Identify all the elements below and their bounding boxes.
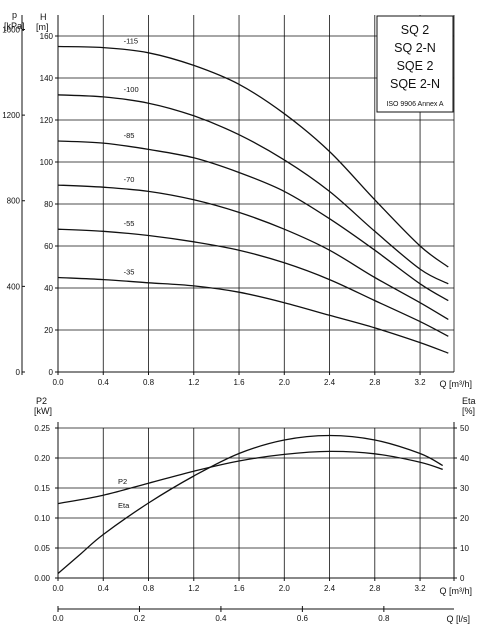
bottom-x-tick-label: 3.2 <box>414 584 426 593</box>
p2-tick-label: 0.00 <box>34 574 50 583</box>
bottom-x-tick-label: 0.8 <box>143 584 155 593</box>
h-axis-unit: [m] <box>36 22 49 32</box>
bottom-x-tick-label: 2.4 <box>324 584 336 593</box>
ls-axis-label: Q [l/s] <box>446 614 470 624</box>
model-name: SQ 2 <box>401 23 430 37</box>
bottom-x-tick-label: 1.2 <box>188 584 200 593</box>
top-x-tick-label: 2.0 <box>279 378 291 387</box>
ls-tick-label: 0.4 <box>215 614 227 623</box>
bottom-x-tick-label: 0.0 <box>52 584 64 593</box>
p2-axis-symbol: P2 <box>36 396 47 406</box>
bottom-x-tick-label: 2.0 <box>279 584 291 593</box>
p2-tick-label: 0.25 <box>34 424 50 433</box>
top-x-tick-label: 0.0 <box>52 378 64 387</box>
curve-label: -70 <box>124 175 135 184</box>
p2-tick-label: 0.15 <box>34 484 50 493</box>
top-x-tick-label: 2.4 <box>324 378 336 387</box>
bottom-x-tick-label: 0.4 <box>98 584 110 593</box>
p2-tick-label: 0.05 <box>34 544 50 553</box>
p2-tick-label: 0.10 <box>34 514 50 523</box>
eta-tick-label: 40 <box>460 454 469 463</box>
p-tick-label: 800 <box>7 197 21 206</box>
ls-tick-label: 0.6 <box>297 614 309 623</box>
h-tick-label: 140 <box>40 74 54 83</box>
eta-tick-label: 50 <box>460 424 469 433</box>
eta-tick-label: 30 <box>460 484 469 493</box>
p2-curve <box>57 450 443 505</box>
top-x-tick-label: 0.8 <box>143 378 155 387</box>
curve-label: -85 <box>124 131 135 140</box>
p-axis-unit: [kPa] <box>4 21 25 31</box>
head-curve <box>57 140 449 302</box>
curve-label: -100 <box>124 85 139 94</box>
p-tick-label: 1600 <box>2 25 20 34</box>
bottom-x-tick-label: 2.8 <box>369 584 381 593</box>
model-name: SQE 2 <box>397 59 434 73</box>
eta-curve <box>57 434 444 574</box>
curve-label: -55 <box>124 219 135 228</box>
bottom-x-tick-label: 1.6 <box>233 584 245 593</box>
h-axis-symbol: H <box>40 12 47 22</box>
head-curve <box>57 184 449 321</box>
eta-axis-unit: [%] <box>462 406 475 416</box>
h-tick-label: 20 <box>44 326 53 335</box>
ls-tick-label: 0.2 <box>134 614 146 623</box>
h-tick-label: 120 <box>40 116 54 125</box>
eta-axis-symbol: Eta <box>462 396 476 406</box>
top-x-tick-label: 3.2 <box>414 378 426 387</box>
ls-tick-label: 0.8 <box>378 614 390 623</box>
top-x-tick-label: 1.6 <box>233 378 245 387</box>
iso-note: ISO 9906 Annex A <box>386 101 444 108</box>
h-tick-label: 40 <box>44 284 53 293</box>
eta-tick-label: 20 <box>460 514 469 523</box>
eta-curve-label: Eta <box>118 501 130 510</box>
p-tick-label: 0 <box>16 368 21 377</box>
p2-tick-label: 0.20 <box>34 454 50 463</box>
head-curve <box>57 45 449 268</box>
p2-axis-unit: [kW] <box>34 406 52 416</box>
h-tick-label: 100 <box>40 158 54 167</box>
model-title-box <box>376 15 454 113</box>
h-tick-label: 80 <box>44 200 53 209</box>
model-name: SQ 2-N <box>394 41 436 55</box>
p-axis-symbol: p <box>12 10 17 20</box>
p-tick-label: 400 <box>7 282 21 291</box>
head-curve <box>57 276 449 354</box>
p-tick-label: 1200 <box>2 111 20 120</box>
head-curve <box>57 228 449 337</box>
curve-label: -35 <box>124 268 135 277</box>
head-curve <box>57 94 449 285</box>
h-tick-label: 0 <box>49 368 54 377</box>
eta-tick-label: 10 <box>460 544 469 553</box>
eta-tick-label: 0 <box>460 574 465 583</box>
top-x-tick-label: 0.4 <box>98 378 110 387</box>
h-tick-label: 60 <box>44 242 53 251</box>
p2-curve-label: P2 <box>118 477 127 486</box>
h-tick-label: 160 <box>40 32 54 41</box>
top-x-tick-label: 2.8 <box>369 378 381 387</box>
bottom-x-axis-label: Q [m³/h] <box>439 586 472 596</box>
curve-label: -115 <box>124 37 138 46</box>
top-x-axis-label: Q [m³/h] <box>439 379 472 389</box>
ls-tick-label: 0.0 <box>52 614 64 623</box>
model-name: SQE 2-N <box>390 77 440 91</box>
top-x-tick-label: 1.2 <box>188 378 200 387</box>
